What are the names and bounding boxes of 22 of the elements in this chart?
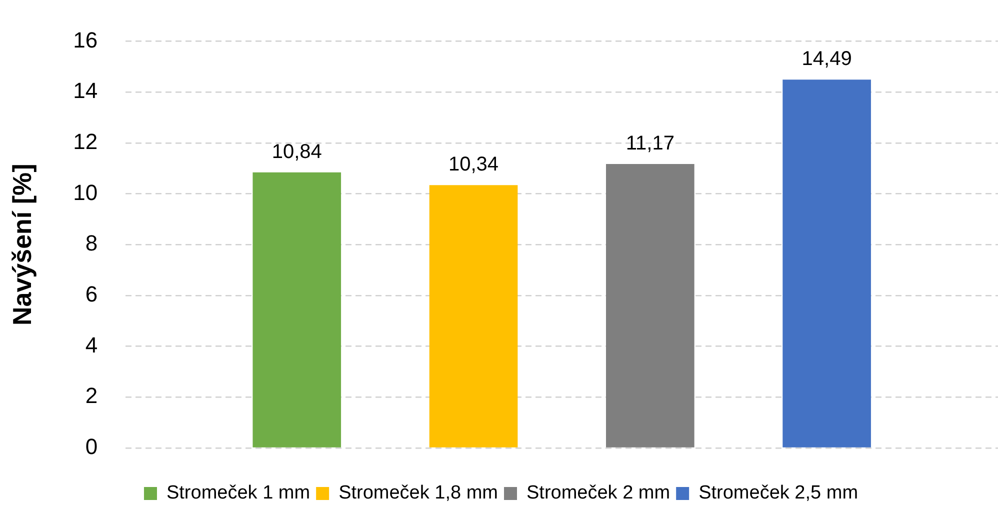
- y-tick-label: 10: [73, 180, 98, 205]
- y-tick-label: 0: [85, 434, 98, 460]
- y-tick-label: 16: [73, 27, 98, 52]
- bar: [252, 172, 342, 448]
- legend-label: Stromeček 2,5 mm: [698, 482, 858, 504]
- legend-label: Stromeček 1,8 mm: [338, 482, 498, 504]
- y-tick-label: 14: [73, 78, 98, 104]
- y-tick-label: 8: [85, 230, 98, 256]
- bar: [429, 185, 518, 448]
- y-tick-label: 4: [85, 332, 98, 358]
- legend-label: Stromeček 2 mm: [526, 482, 670, 504]
- data-label: 10,34: [448, 154, 499, 176]
- bar: [606, 164, 694, 448]
- y-tick-label: 6: [85, 282, 98, 307]
- legend-label: Stromeček 1 mm: [166, 482, 310, 504]
- y-axis-title: Navýšení [%]: [6, 164, 37, 326]
- data-label: 14,49: [802, 48, 852, 70]
- bar: [782, 80, 871, 448]
- y-tick-label: 2: [85, 383, 98, 408]
- y-tick-label: 12: [73, 128, 98, 154]
- data-label: 11,17: [626, 132, 674, 155]
- data-label: 10,84: [272, 140, 322, 163]
